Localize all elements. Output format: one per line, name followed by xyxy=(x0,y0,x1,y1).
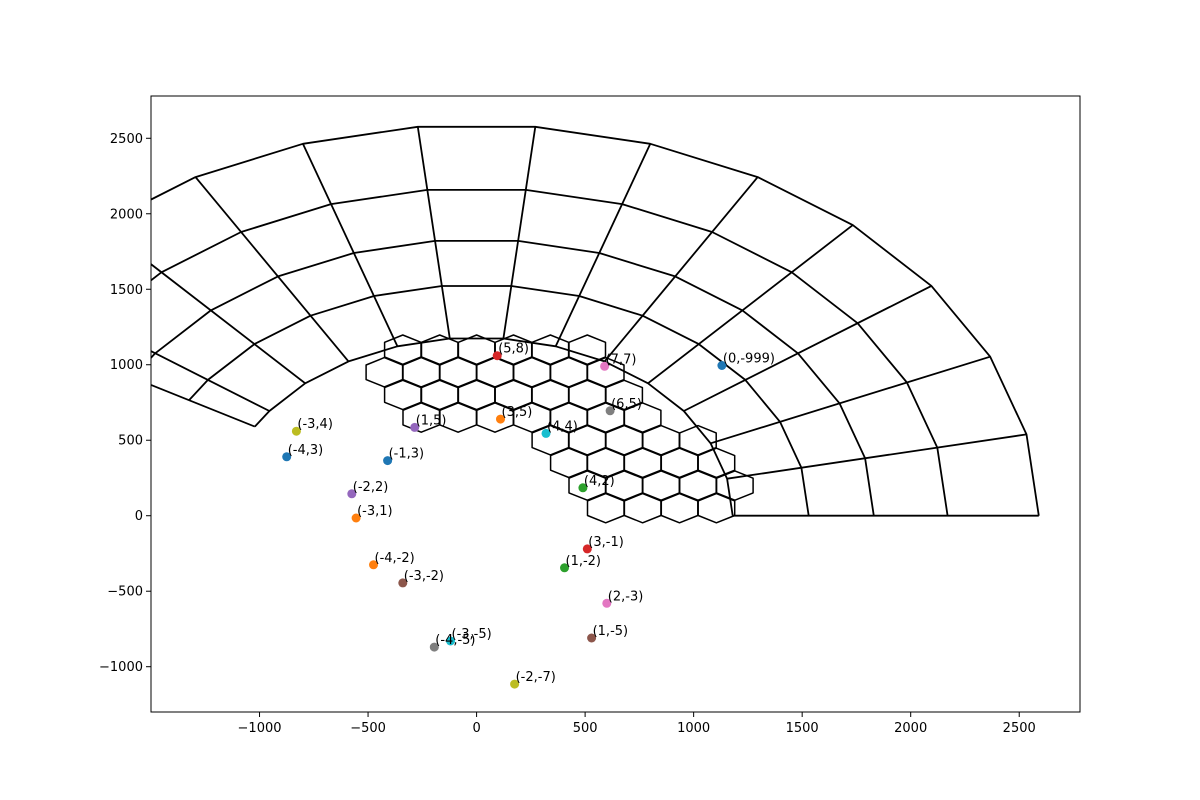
point-label: (7,7) xyxy=(606,352,637,367)
point-label: (-4,-5) xyxy=(435,633,475,648)
x-tick-label: 0 xyxy=(472,721,480,736)
polar-grid xyxy=(151,125,1040,517)
grid-spoke xyxy=(603,176,759,362)
point-labels: (5,8) (7,7) (0,-999) (6,5) (3,5) (4,4) (1,5) (-… xyxy=(288,342,775,685)
hex-grid xyxy=(365,334,754,524)
point-label: (-3,1) xyxy=(357,504,393,519)
scatter-point xyxy=(347,489,357,499)
point-label: (-3,4) xyxy=(297,417,333,432)
point-label: (-2,-7) xyxy=(516,670,556,685)
y-axis: −1000 −500 0 500 1000 1500 2000 2500 xyxy=(99,132,151,675)
scatter-point xyxy=(398,578,408,588)
y-tick-label: 1500 xyxy=(110,283,143,298)
grid-spoke xyxy=(726,433,1027,480)
scatter-point xyxy=(605,406,615,416)
y-tick-label: 0 xyxy=(135,509,143,524)
grid-spoke xyxy=(151,350,270,412)
scatter-point xyxy=(291,426,301,436)
x-tick-label: −500 xyxy=(350,721,386,736)
grid-spoke xyxy=(554,143,652,347)
scatter-point xyxy=(717,361,727,370)
x-tick-label: 500 xyxy=(573,721,598,736)
x-tick-label: 1500 xyxy=(786,721,819,736)
scatter-point xyxy=(582,544,592,554)
scatter-point xyxy=(541,428,551,438)
scatter-point xyxy=(587,633,597,643)
scatter-point xyxy=(282,452,292,462)
y-tick-label: −500 xyxy=(107,585,143,600)
scatter-point xyxy=(351,513,361,523)
point-label: (-4,-2) xyxy=(375,551,415,566)
x-axis: −1000 −500 0 500 1000 1500 2000 2500 xyxy=(238,712,1036,736)
point-label: (-1,3) xyxy=(389,447,425,462)
scatter-point xyxy=(410,422,420,432)
grid-spoke xyxy=(151,383,256,428)
grid-arc xyxy=(188,285,810,516)
point-label: (2,-3) xyxy=(608,589,644,604)
point-label: (4,4) xyxy=(547,419,578,434)
grid-spoke xyxy=(416,126,451,339)
scatter-point xyxy=(600,361,610,371)
point-label: (4,2) xyxy=(584,474,615,489)
grid-spoke xyxy=(194,176,350,362)
x-tick-label: 1000 xyxy=(677,721,710,736)
grid-spoke xyxy=(710,355,991,445)
grid-spoke xyxy=(151,263,306,385)
scatter-point xyxy=(578,483,588,493)
grid-spoke xyxy=(683,285,932,412)
point-label: (1,-5) xyxy=(593,624,629,639)
x-tick-label: 2500 xyxy=(1003,721,1036,736)
axes-frame xyxy=(150,95,1081,713)
grid-arc xyxy=(254,337,734,516)
scatter-point xyxy=(602,598,612,608)
point-label: (5,8) xyxy=(498,342,529,357)
point-label: (6,5) xyxy=(611,397,642,412)
scatter-points xyxy=(282,351,727,689)
x-tick-label: 2000 xyxy=(894,721,927,736)
point-label: (-4,3) xyxy=(288,443,324,458)
point-label: (1,-2) xyxy=(566,554,602,569)
point-label: (1,5) xyxy=(416,413,447,428)
scatter-point xyxy=(510,679,520,689)
scatter-point xyxy=(429,642,439,652)
grid-arc xyxy=(151,125,1040,516)
grid-spoke xyxy=(302,143,399,347)
hex-cell xyxy=(697,492,736,524)
scatter-point xyxy=(446,636,455,646)
scatter-point xyxy=(496,414,505,424)
point-label: (3,5) xyxy=(502,405,533,420)
scatter-point xyxy=(383,456,393,466)
point-label: (0,-999) xyxy=(723,352,775,367)
scatter-point xyxy=(492,351,502,361)
y-tick-label: 1000 xyxy=(110,358,143,373)
y-tick-label: 500 xyxy=(118,434,143,449)
y-tick-label: 2000 xyxy=(110,207,143,222)
point-label: (-3,-2) xyxy=(404,569,444,584)
grid-arc xyxy=(151,188,949,516)
point-label: (-2,2) xyxy=(353,480,389,495)
y-tick-label: 2500 xyxy=(110,132,143,147)
grid-spoke xyxy=(647,224,854,385)
y-tick-label: −1000 xyxy=(99,660,143,675)
x-tick-label: −1000 xyxy=(238,721,282,736)
scatter-point xyxy=(369,560,378,570)
point-label: (-3,-5) xyxy=(452,627,492,642)
grid-arc xyxy=(151,239,875,516)
scatter-point xyxy=(560,563,569,573)
grid-spoke xyxy=(502,126,537,339)
point-label: (3,-1) xyxy=(588,535,624,550)
